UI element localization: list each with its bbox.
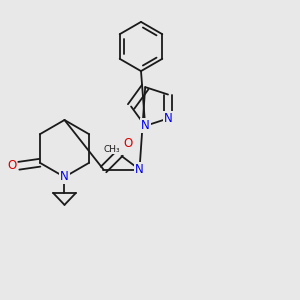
Text: O: O bbox=[123, 137, 132, 150]
Text: N: N bbox=[60, 170, 69, 184]
Text: N: N bbox=[135, 163, 144, 176]
Text: CH₃: CH₃ bbox=[104, 145, 121, 154]
Text: N: N bbox=[164, 112, 172, 125]
Text: O: O bbox=[7, 159, 16, 172]
Text: N: N bbox=[141, 119, 150, 132]
